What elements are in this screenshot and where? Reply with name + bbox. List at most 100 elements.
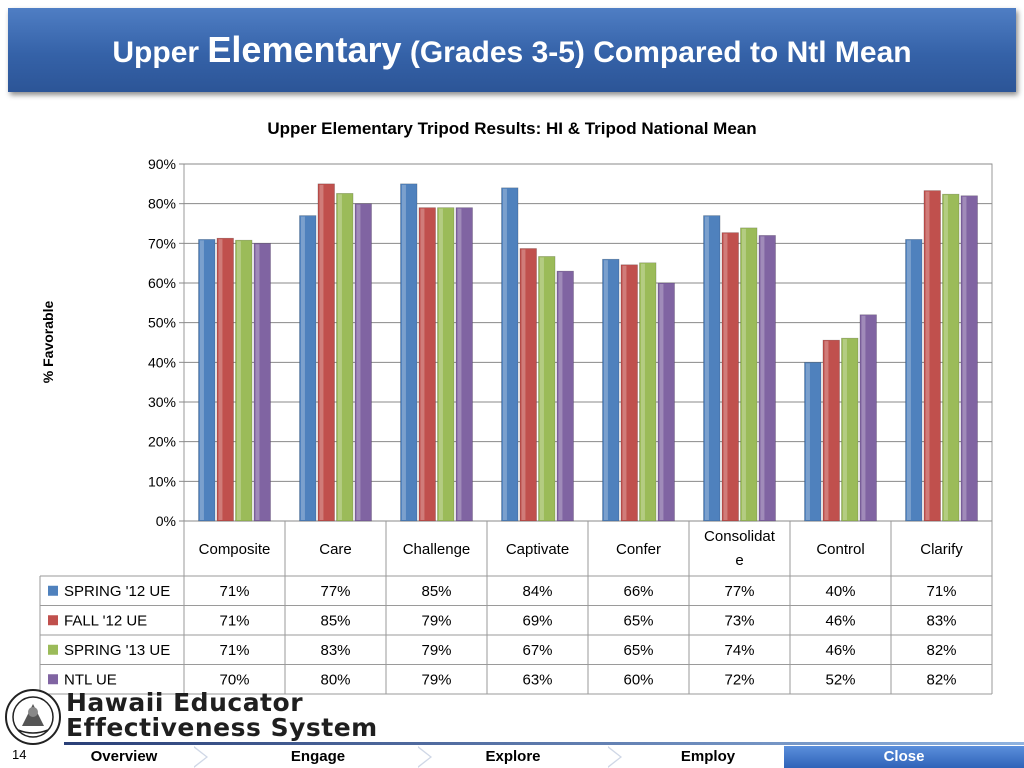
data-label: 74% [724,642,754,659]
x-tick-label: Control [816,541,864,558]
bar-highlight [401,184,406,521]
slide-title: Upper Elementary (Grades 3-5) Compared t… [8,8,1016,92]
bar-3 [639,262,657,522]
bar-2 [822,339,840,522]
bar-3 [740,227,758,522]
y-tick-label: 60% [148,275,176,291]
x-tick-label: Consolidat [704,528,776,545]
bar-4 [657,282,675,522]
bar-1 [501,187,519,522]
legend-label: FALL '12 UE [64,612,147,629]
bar-1 [299,215,317,522]
bar-highlight [218,239,223,520]
data-label: 52% [825,671,855,688]
bar-3 [538,256,556,522]
state-seal-icon [5,689,61,745]
bar-highlight [842,339,847,520]
bar-highlight [824,341,829,520]
bar-2 [216,237,234,522]
bar-3 [841,337,859,522]
bar-2 [721,232,739,522]
data-label: 71% [926,583,956,600]
bar-highlight [962,196,967,520]
bar-highlight [457,208,462,520]
bar-2 [317,183,335,522]
bar-4 [859,314,877,522]
nav-explore-button[interactable]: Explore [418,746,622,768]
data-label: 77% [724,583,754,600]
y-tick-label: 10% [148,473,176,489]
data-label: 84% [522,583,552,600]
bar-highlight [337,194,342,520]
x-tick-label: Challenge [403,541,471,558]
bar-highlight [319,184,324,521]
data-label: 79% [421,671,451,688]
logo-text: Hawaii Educator Effectiveness System [66,690,378,740]
bar-4 [960,195,978,522]
nav-close-button[interactable]: Close [784,746,1024,768]
bar-highlight [861,315,866,520]
nav-overview-label: Overview [90,748,158,765]
y-tick-label: 50% [148,315,176,331]
data-label: 82% [926,671,956,688]
bar-highlight [760,236,765,520]
bar-4 [455,207,473,522]
data-label: 69% [522,612,552,629]
nav-overview-button[interactable]: Overview [54,746,208,768]
data-label: 83% [320,642,350,659]
bar-highlight [558,272,563,520]
bar-highlight [741,228,746,520]
data-label: 71% [219,612,249,629]
nav-employ-label: Employ [680,748,736,765]
legend-swatch [48,585,58,596]
x-tick-label: Clarify [920,541,963,558]
bar-highlight [943,195,948,520]
bar-highlight [300,216,305,521]
data-label: 40% [825,583,855,600]
bottom-rule [64,742,1024,745]
bar-3 [942,193,960,522]
heo-logo: Hawaii Educator Effectiveness System [4,688,377,746]
y-tick-label: 40% [148,354,176,370]
bar-chart: 0% 10% 20% 30% 40% 50% 60% 70% 80% 90% Upper Eleme… [39,119,993,695]
nav-employ-button[interactable]: Employ [608,746,822,768]
bar-3 [336,193,354,522]
legend-swatch [48,644,58,655]
logo-line1: Hawaii Educator [66,688,304,717]
data-label: 82% [926,642,956,659]
data-label: 80% [320,671,350,688]
nav-engage-label: Engage [290,748,346,765]
bar-3 [437,207,455,522]
data-label: 63% [522,671,552,688]
legend-label: SPRING '13 UE [64,642,170,659]
nav-engage-button[interactable]: Engage [218,746,432,768]
y-tick-label: 20% [148,434,176,450]
bar-4 [354,203,372,522]
y-tick-label: 70% [148,235,176,251]
x-tick-label: e [735,552,743,569]
bar-highlight [622,265,627,520]
bar-highlight [199,240,204,520]
chevron-right-icon [417,746,432,768]
data-label: 66% [623,583,653,600]
bar-highlight [420,208,425,520]
bar-1 [804,362,822,522]
bar-highlight [906,240,911,520]
data-label: 70% [219,671,249,688]
nav-explore-label: Explore [485,748,541,765]
data-label: 46% [825,642,855,659]
slide-title-part1: Upper [112,36,208,69]
bar-highlight [521,249,526,521]
bar-4 [556,270,574,522]
y-tick-label: 80% [148,196,176,212]
bar-highlight [356,204,361,520]
bar-highlight [438,208,443,520]
bar-1 [400,183,418,522]
bar-highlight [255,244,260,521]
bar-2 [519,248,537,522]
data-label: 71% [219,583,249,600]
bar-4 [253,243,271,522]
data-label: 85% [320,612,350,629]
data-label: 67% [522,642,552,659]
bar-highlight [236,241,241,520]
